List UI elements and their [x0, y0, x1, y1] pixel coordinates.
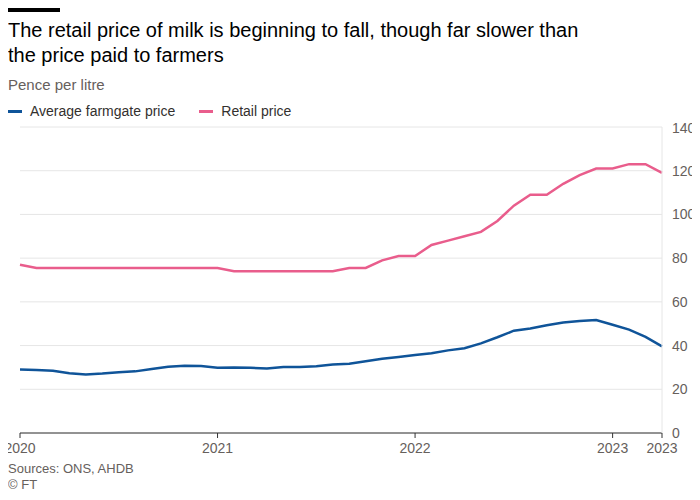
svg-text:120: 120 [672, 163, 692, 179]
svg-text:100: 100 [672, 206, 692, 222]
html-text:Sources: ONS, AHDB: Sources: ONS, AHDB [8, 461, 134, 476]
svg-text:2022: 2022 [399, 440, 430, 456]
svg-text:40: 40 [672, 338, 688, 354]
svg-text:2021: 2021 [202, 440, 233, 456]
html-text:The retail price of milk is be: The retail price of milk is beginning to… [8, 19, 579, 66]
html-text:Retail price: Retail price [221, 103, 292, 119]
html-text:Average farmgate price: Average farmgate price [30, 103, 176, 119]
svg-text:140: 140 [672, 120, 692, 136]
svg-text:2020: 2020 [8, 440, 36, 456]
svg-text:20: 20 [672, 381, 688, 397]
svg-text:2023: 2023 [597, 440, 628, 456]
svg-text:2023: 2023 [646, 440, 677, 456]
svg-text:60: 60 [672, 294, 688, 310]
svg-text:80: 80 [672, 250, 688, 266]
html-text:Pence per litre: Pence per litre [8, 76, 105, 93]
html-text:© FT: © FT [8, 477, 38, 492]
svg-text:0: 0 [672, 425, 680, 441]
